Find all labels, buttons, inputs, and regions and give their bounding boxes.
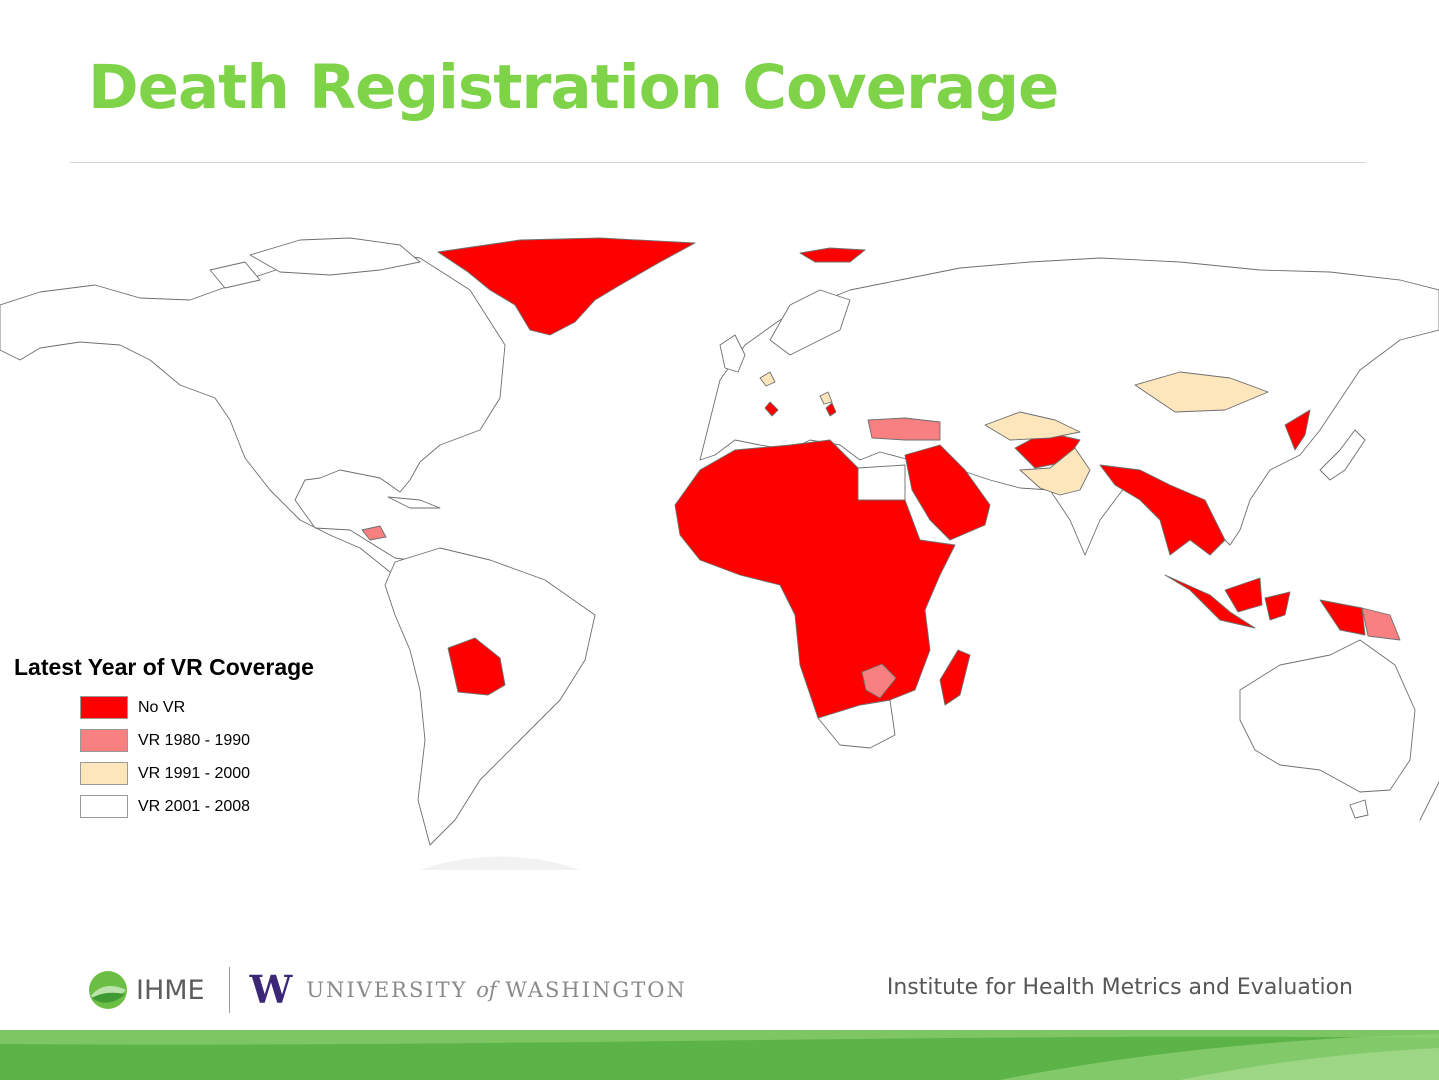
papua-new-guinea-vr-1980-1990 (1361, 607, 1401, 641)
uw-logo-text: UNIVERSITY of WASHINGTON (306, 978, 686, 1002)
uw-prefix: UNIVERSITY (306, 978, 468, 1002)
legend-label: VR 1980 - 1990 (138, 731, 251, 749)
australia-region (1239, 639, 1416, 793)
logo-divider (228, 967, 230, 1013)
honduras-vr-1980-1990 (361, 525, 387, 541)
legend-item-no-vr: No VR (80, 691, 314, 724)
legend-item-vr-1991-2000: VR 1991 - 2000 (80, 757, 314, 790)
legend-swatch (80, 795, 128, 818)
legend-label: VR 1991 - 2000 (138, 764, 251, 782)
indonesia-no-vr (1164, 574, 1256, 629)
mongolia-vr-1991-2000 (1134, 371, 1269, 413)
north-america-region (0, 249, 506, 581)
south-america-region (384, 547, 596, 846)
turkey-vr-1980-1990 (867, 417, 941, 441)
eurasia-region (699, 257, 1439, 556)
map-legend: Latest Year of VR Coverage No VR VR 1980… (14, 654, 314, 823)
madagascar-no-vr (939, 649, 971, 706)
pakistan-vr-1991-2000 (1019, 447, 1091, 496)
zimbabwe-vr-1980-1990 (861, 663, 897, 699)
ihme-leaf-icon (89, 971, 127, 1009)
legend-item-vr-1980-1990: VR 1980 - 1990 (80, 724, 314, 757)
africa-no-vr (674, 439, 956, 719)
bolivia-no-vr (447, 637, 506, 696)
kazakhstan-region-vr-1991-2000 (984, 411, 1081, 441)
footer-logos: IHME W UNIVERSITY of WASHINGTON (88, 966, 687, 1014)
uw-of: of (476, 978, 497, 1002)
footer-green-band (0, 1030, 1439, 1080)
legend-label: VR 2001 - 2008 (138, 797, 251, 815)
arabia-no-vr (904, 444, 991, 541)
greenland-no-vr (437, 237, 696, 336)
ihme-logo-text: IHME (136, 974, 205, 1006)
uw-w-logo: W (249, 967, 293, 1012)
legend-label: No VR (138, 698, 186, 716)
legend-title: Latest Year of VR Coverage (14, 654, 314, 680)
world-map (0, 237, 1439, 870)
institute-name: Institute for Health Metrics and Evaluat… (886, 975, 1353, 1000)
legend-swatch (80, 762, 128, 785)
legend-item-vr-2001-2008: VR 2001 - 2008 (80, 790, 314, 823)
north-korea-no-vr (1284, 409, 1311, 451)
legend-swatch (80, 729, 128, 752)
southeast-asia-no-vr (1099, 464, 1226, 556)
legend-swatch (80, 696, 128, 719)
slide-title: Death Registration Coverage (88, 52, 1059, 123)
uw-suffix: WASHINGTON (505, 978, 687, 1002)
title-divider (70, 162, 1366, 163)
